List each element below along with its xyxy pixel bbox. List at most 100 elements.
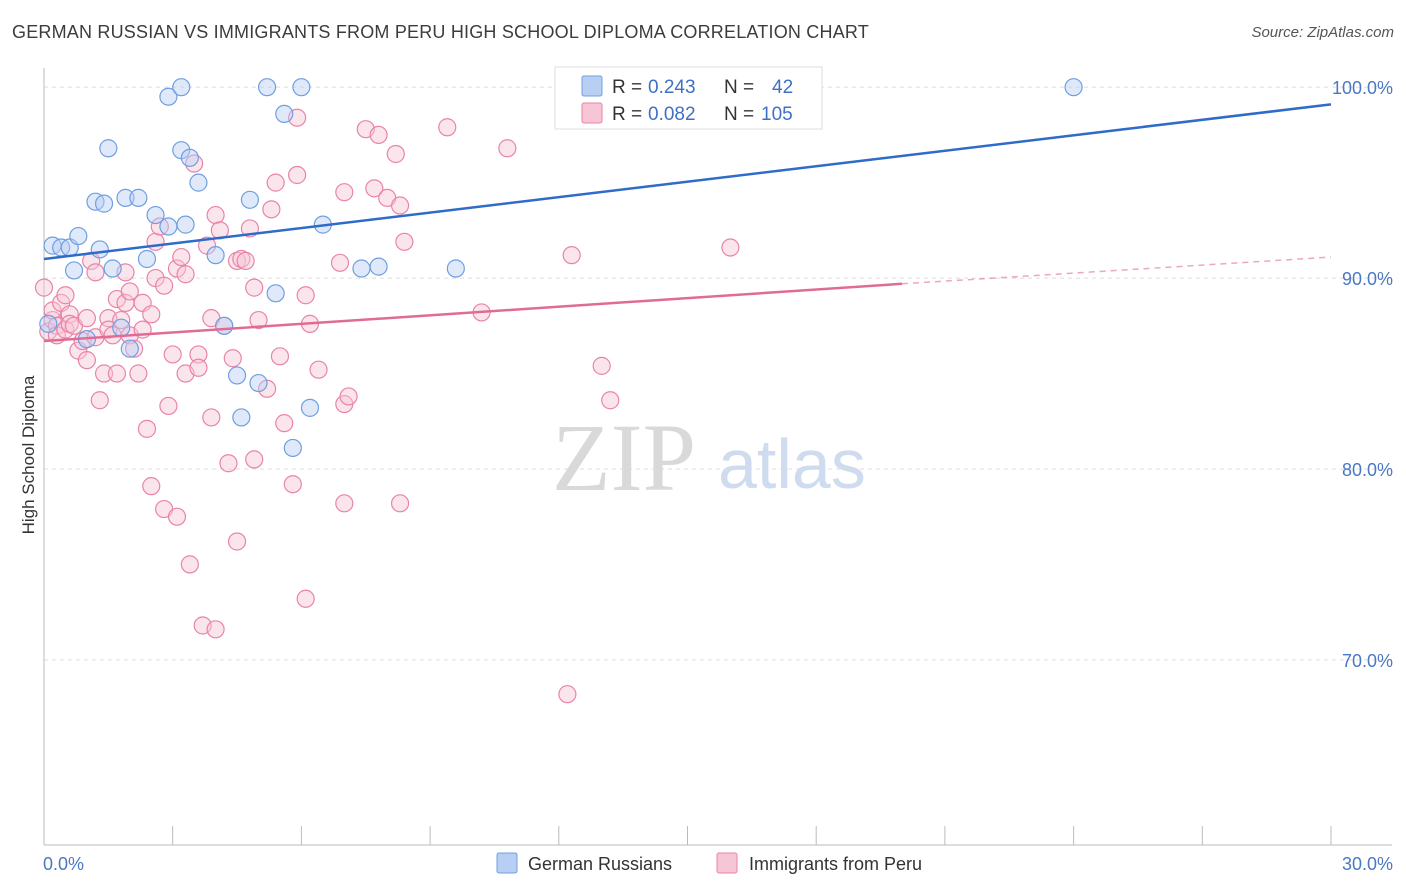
data-point <box>249 310 268 330</box>
legend-swatch-blue <box>581 75 603 97</box>
data-point <box>300 398 320 417</box>
legend-label-german-russians: German Russians <box>528 854 672 874</box>
data-point <box>562 246 581 265</box>
axes <box>43 68 1392 846</box>
watermark-zip: ZIP <box>552 404 696 511</box>
data-point <box>124 339 144 358</box>
y-tick-label: 100.0% <box>1332 78 1393 98</box>
data-point <box>335 183 354 202</box>
data-point <box>206 205 225 225</box>
data-point <box>257 78 277 97</box>
data-point <box>86 263 105 282</box>
data-point <box>167 507 187 526</box>
data-point <box>592 356 611 375</box>
data-point <box>60 305 79 324</box>
data-point <box>227 532 247 551</box>
trend-line-immigrants-from-peru <box>43 282 903 343</box>
data-point <box>275 414 294 433</box>
data-point <box>395 232 414 251</box>
data-point <box>142 477 161 496</box>
data-point <box>129 364 148 383</box>
legend-swatch-immigrants-from-peru <box>716 852 738 874</box>
y-tick-labels: 100.0% 90.0% 80.0% 70.0% <box>1332 78 1393 671</box>
trend-line-german-russians <box>43 103 1332 261</box>
data-point <box>146 232 165 251</box>
data-point <box>262 200 281 219</box>
data-point <box>245 278 264 297</box>
x-tick-label: 0.0% <box>43 854 84 874</box>
data-point <box>99 139 118 158</box>
data-point <box>446 259 465 278</box>
data-point <box>77 351 97 370</box>
data-point <box>309 360 328 379</box>
data-point <box>56 286 75 305</box>
y-tick-label: 70.0% <box>1342 651 1393 671</box>
data-point <box>721 238 740 257</box>
data-point <box>236 251 255 270</box>
legend-top: R = 0.243 N = 42 R = 0.082 N = 105 <box>554 66 823 130</box>
data-point <box>245 450 264 469</box>
data-point <box>146 205 165 225</box>
trend-lines <box>43 103 1332 343</box>
data-point <box>206 246 225 265</box>
data-point <box>142 305 161 324</box>
data-point <box>159 217 178 236</box>
data-point <box>498 139 517 158</box>
data-point <box>249 373 268 393</box>
data-point <box>558 685 577 704</box>
data-point <box>283 475 302 494</box>
data-point <box>266 284 285 303</box>
data-point <box>107 364 127 383</box>
data-point <box>159 87 178 106</box>
data-point <box>94 364 114 383</box>
y-tick-label: 90.0% <box>1342 269 1393 289</box>
watermark: ZIP atlas <box>552 404 866 511</box>
data-point <box>288 165 307 185</box>
data-point <box>296 286 315 305</box>
legend-swatch-pink <box>581 102 603 124</box>
watermark-atlas: atlas <box>718 425 866 503</box>
legend-bottom: German Russians Immigrants from Peru <box>496 852 922 874</box>
legend-r-label: R = <box>612 77 642 98</box>
data-point <box>94 194 114 213</box>
data-point <box>330 253 350 272</box>
data-point <box>69 226 88 246</box>
legend-n-label: N = <box>724 104 754 125</box>
data-point <box>120 282 139 301</box>
data-point <box>270 347 290 366</box>
data-point <box>369 125 388 145</box>
data-point <box>202 408 221 427</box>
legend-label-immigrants-from-peru: Immigrants from Peru <box>749 854 922 874</box>
data-point <box>137 419 157 438</box>
data-point <box>219 454 238 473</box>
data-point <box>163 345 182 364</box>
data-point <box>369 257 388 276</box>
data-point <box>215 316 234 335</box>
source-label: Source: ZipAtlas.com <box>1251 24 1394 41</box>
legend-r-value: 0.243 <box>648 77 696 98</box>
data-point <box>159 396 178 416</box>
data-point <box>339 387 358 406</box>
data-point <box>90 240 109 259</box>
legend-swatch-german-russians <box>496 852 518 874</box>
y-tick-label: 80.0% <box>1342 460 1393 480</box>
data-point <box>223 349 242 368</box>
series-immigrants-from-peru <box>34 108 740 704</box>
data-point <box>232 408 251 427</box>
data-point <box>365 179 384 198</box>
data-point <box>103 259 122 278</box>
data-point <box>112 310 131 330</box>
legend-n-value: 42 <box>772 77 793 98</box>
data-point <box>266 173 285 192</box>
data-point <box>283 438 302 458</box>
data-point <box>438 118 457 137</box>
data-point <box>240 190 260 209</box>
data-point <box>296 589 315 608</box>
data-point <box>64 261 84 280</box>
trend-line-extension <box>901 256 1332 285</box>
data-point <box>34 278 54 297</box>
data-point <box>176 265 195 284</box>
data-point <box>227 366 247 385</box>
chart-title: GERMAN RUSSIAN VS IMMIGRANTS FROM PERU H… <box>12 22 869 42</box>
